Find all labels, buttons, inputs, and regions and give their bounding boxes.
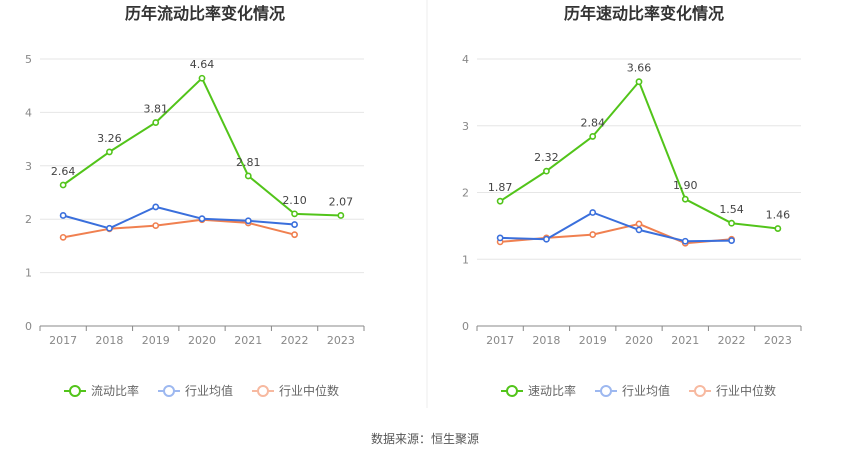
series-line xyxy=(62,205,295,230)
data-point xyxy=(244,217,252,225)
legend-label: 速动比率 xyxy=(528,383,576,398)
y-tick-label: 3 xyxy=(462,120,469,133)
y-tick-label: 5 xyxy=(25,53,32,66)
data-label: 1.90 xyxy=(673,179,698,192)
data-label: 1.87 xyxy=(488,181,513,194)
data-label: 4.64 xyxy=(190,58,215,71)
data-label: 1.46 xyxy=(766,209,791,222)
data-point xyxy=(106,148,113,156)
chart-panel-quick-ratio: 历年速动比率变化情况 0 1 2 3 4 2017 2018 2019 2020 2021 2022 2… xyxy=(462,4,802,398)
y-tick-label: 1 xyxy=(25,267,32,280)
data-point xyxy=(728,237,735,244)
legend-marker xyxy=(694,385,706,397)
x-tick-label: 2019 xyxy=(142,334,170,347)
data-label: 2.64 xyxy=(51,165,76,178)
y-tick-label: 2 xyxy=(462,187,469,200)
legend-marker xyxy=(69,385,81,397)
data-point xyxy=(244,172,252,180)
x-tick-label: 2023 xyxy=(327,334,355,347)
series-line xyxy=(62,218,295,239)
legend-label: 流动比率 xyxy=(91,383,139,398)
x-tick-label: 2022 xyxy=(718,334,746,347)
data-point xyxy=(774,225,782,232)
y-tick-label: 2 xyxy=(25,213,32,226)
data-point xyxy=(589,231,597,238)
x-tick-label: 2019 xyxy=(579,334,607,347)
data-point xyxy=(106,224,113,232)
x-tick-label: 2021 xyxy=(234,334,262,347)
x-tick-label: 2018 xyxy=(532,334,560,347)
data-point xyxy=(291,210,298,218)
x-tick-label: 2017 xyxy=(49,334,77,347)
data-point xyxy=(543,235,550,243)
series-line xyxy=(500,211,732,243)
data-label: 2.10 xyxy=(282,194,307,207)
x-tick-label: 2023 xyxy=(764,334,792,347)
data-point xyxy=(59,181,67,189)
data-point xyxy=(152,119,160,126)
chart-title: 历年流动比率变化情况 xyxy=(125,4,285,23)
data-point xyxy=(635,78,643,86)
data-point xyxy=(198,74,206,82)
legend-label: 行业中位数 xyxy=(716,383,776,398)
legend-marker xyxy=(506,385,518,397)
data-point xyxy=(291,231,298,239)
y-tick-label: 0 xyxy=(462,320,469,333)
data-point xyxy=(589,209,597,216)
data-label: 3.66 xyxy=(627,62,652,75)
legend-marker xyxy=(257,385,269,397)
data-point xyxy=(337,212,345,219)
data-label: 3.26 xyxy=(97,132,122,145)
data-point xyxy=(681,237,689,245)
data-point xyxy=(635,226,643,234)
chart-panel-current-ratio: 历年流动比率变化情况 0 1 2 3 4 5 2017 2018 2019 2020 2021 2022… xyxy=(25,4,365,398)
legend-label: 行业中位数 xyxy=(279,383,339,398)
x-tick-label: 2020 xyxy=(625,334,653,347)
data-point xyxy=(198,215,206,223)
data-point xyxy=(152,203,160,211)
data-label: 2.81 xyxy=(236,156,261,169)
data-point xyxy=(589,133,597,140)
data-label: 2.84 xyxy=(580,116,605,129)
data-point xyxy=(543,167,550,175)
x-tick-label: 2017 xyxy=(486,334,514,347)
legend-label: 行业均值 xyxy=(622,383,670,398)
legend-marker xyxy=(163,385,175,397)
legend-marker xyxy=(600,385,612,397)
data-label: 3.81 xyxy=(143,103,168,116)
chart-title: 历年速动比率变化情况 xyxy=(564,4,724,23)
legend-label: 行业均值 xyxy=(185,383,233,398)
data-point xyxy=(152,222,160,230)
data-point xyxy=(59,233,67,241)
y-tick-label: 1 xyxy=(462,253,469,266)
y-tick-label: 4 xyxy=(25,106,32,119)
data-label: 2.07 xyxy=(329,195,354,208)
y-tick-label: 3 xyxy=(25,160,32,173)
data-point xyxy=(496,234,504,242)
data-source-note: 数据来源：恒生聚源 xyxy=(371,431,479,446)
x-tick-label: 2018 xyxy=(95,334,123,347)
data-label: 1.54 xyxy=(719,203,744,216)
data-point xyxy=(59,212,67,219)
y-tick-label: 4 xyxy=(462,53,469,66)
x-tick-label: 2022 xyxy=(281,334,309,347)
data-point xyxy=(291,221,298,228)
data-point xyxy=(496,197,504,205)
x-tick-label: 2020 xyxy=(188,334,216,347)
data-point xyxy=(728,219,735,227)
data-point xyxy=(681,195,689,203)
data-point xyxy=(635,220,643,228)
x-tick-label: 2021 xyxy=(671,334,699,347)
data-label: 2.32 xyxy=(534,151,559,164)
y-tick-label: 0 xyxy=(25,320,32,333)
